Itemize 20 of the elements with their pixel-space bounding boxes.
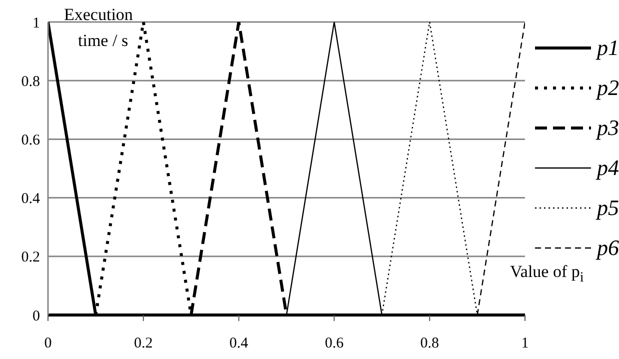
y-tick-label: 0 — [32, 308, 40, 324]
x-tick-label: 0.8 — [420, 336, 439, 352]
x-tick-label: 0.4 — [229, 336, 249, 352]
y-tick-label: 0.2 — [21, 250, 40, 266]
legend-label: p6 — [597, 235, 619, 261]
x-tick-label: 0.2 — [134, 336, 153, 352]
x-tick-label: 1 — [521, 336, 529, 352]
legend-label: p5 — [597, 195, 619, 221]
legend-label: p2 — [597, 75, 619, 101]
y-axis-title: Execution time / s — [64, 4, 133, 52]
x-tick-label: 0 — [44, 336, 52, 352]
y-tick-label: 0.4 — [21, 191, 40, 208]
legend-label: p4 — [597, 155, 619, 181]
x-axis-title: Value of p$_{i}$ — [510, 262, 584, 286]
y-tick-label: 0.8 — [21, 74, 40, 90]
legend-label: p3 — [597, 115, 619, 141]
y-tick-label: 0.6 — [21, 132, 40, 149]
y-tick-label: 1 — [32, 15, 40, 32]
x-tick-label: 0.6 — [324, 336, 344, 352]
legend-label: p1 — [597, 35, 619, 61]
